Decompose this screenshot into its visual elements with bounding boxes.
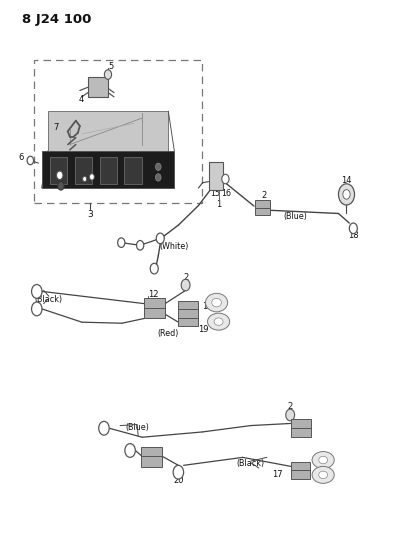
Bar: [178, 302, 198, 310]
Ellipse shape: [212, 298, 222, 307]
Text: 11: 11: [71, 168, 81, 177]
Circle shape: [99, 421, 109, 435]
Text: (Blue): (Blue): [126, 423, 149, 432]
Ellipse shape: [312, 451, 334, 469]
Circle shape: [56, 171, 63, 180]
Text: 16: 16: [222, 189, 232, 198]
Text: (Black): (Black): [35, 295, 63, 304]
Text: (Red): (Red): [158, 329, 179, 338]
Bar: [291, 427, 311, 437]
Circle shape: [339, 184, 354, 205]
Text: 9: 9: [83, 179, 87, 188]
Bar: [178, 310, 198, 318]
Ellipse shape: [205, 293, 228, 312]
Circle shape: [222, 174, 229, 184]
Bar: [88, 77, 108, 97]
Text: 17: 17: [272, 470, 283, 479]
Text: 1: 1: [216, 200, 221, 209]
Text: 18: 18: [348, 231, 359, 240]
Circle shape: [173, 465, 183, 479]
Ellipse shape: [319, 456, 328, 464]
Text: 7: 7: [53, 123, 59, 132]
Bar: [144, 298, 165, 309]
Text: 17: 17: [202, 302, 213, 311]
Bar: [124, 157, 142, 184]
Text: 2: 2: [288, 402, 293, 411]
Circle shape: [156, 163, 161, 171]
Text: 3: 3: [87, 210, 93, 219]
Bar: [291, 470, 310, 479]
Text: (White): (White): [160, 242, 189, 251]
Circle shape: [83, 176, 87, 182]
Text: 5: 5: [109, 62, 114, 70]
Bar: [50, 157, 67, 184]
Circle shape: [150, 263, 158, 274]
Text: 15: 15: [210, 189, 220, 198]
Text: 6: 6: [18, 154, 23, 163]
Circle shape: [27, 156, 34, 165]
Ellipse shape: [214, 318, 223, 325]
Bar: [141, 447, 162, 457]
Circle shape: [343, 190, 350, 199]
Text: 8: 8: [51, 168, 55, 177]
Bar: [34, 60, 202, 203]
Text: (Black): (Black): [237, 459, 265, 469]
Text: 19: 19: [198, 325, 209, 334]
Bar: [42, 151, 174, 188]
Bar: [291, 419, 311, 428]
Circle shape: [117, 238, 125, 247]
Bar: [178, 318, 198, 326]
Circle shape: [156, 233, 164, 244]
Text: 12: 12: [148, 289, 159, 298]
Circle shape: [125, 443, 135, 457]
Text: 13: 13: [146, 449, 157, 458]
Bar: [255, 208, 270, 215]
Ellipse shape: [312, 466, 334, 483]
Text: 14: 14: [341, 176, 352, 185]
Bar: [75, 157, 92, 184]
Circle shape: [104, 70, 112, 79]
Bar: [144, 308, 165, 318]
Text: 2: 2: [183, 272, 188, 281]
Text: 20: 20: [173, 475, 183, 484]
Bar: [48, 111, 168, 151]
Circle shape: [286, 409, 294, 421]
Text: 10: 10: [48, 182, 58, 188]
Circle shape: [32, 285, 42, 298]
Text: (Blue): (Blue): [283, 212, 307, 221]
Text: 8 J24 100: 8 J24 100: [21, 13, 91, 27]
Circle shape: [349, 223, 357, 233]
Bar: [100, 157, 117, 184]
Text: 2: 2: [261, 191, 266, 200]
Circle shape: [90, 174, 94, 180]
Circle shape: [156, 174, 161, 181]
Ellipse shape: [319, 471, 328, 479]
Bar: [141, 456, 162, 467]
Bar: [209, 162, 223, 190]
Text: 4: 4: [79, 95, 84, 104]
Circle shape: [181, 279, 190, 291]
Circle shape: [32, 302, 42, 316]
Bar: [255, 200, 270, 208]
Circle shape: [58, 182, 64, 190]
Circle shape: [136, 240, 144, 250]
Bar: [291, 462, 310, 471]
Ellipse shape: [207, 313, 230, 330]
